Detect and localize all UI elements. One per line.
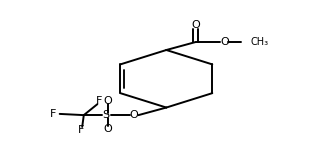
Text: O: O <box>191 20 200 30</box>
Text: F: F <box>96 96 102 106</box>
Text: S: S <box>103 110 110 120</box>
Text: O: O <box>221 37 229 47</box>
Text: F: F <box>49 109 56 119</box>
Text: O: O <box>129 110 138 120</box>
Text: CH₃: CH₃ <box>251 37 269 47</box>
Text: O: O <box>104 96 112 106</box>
Text: O: O <box>104 124 112 134</box>
Text: F: F <box>78 125 85 135</box>
